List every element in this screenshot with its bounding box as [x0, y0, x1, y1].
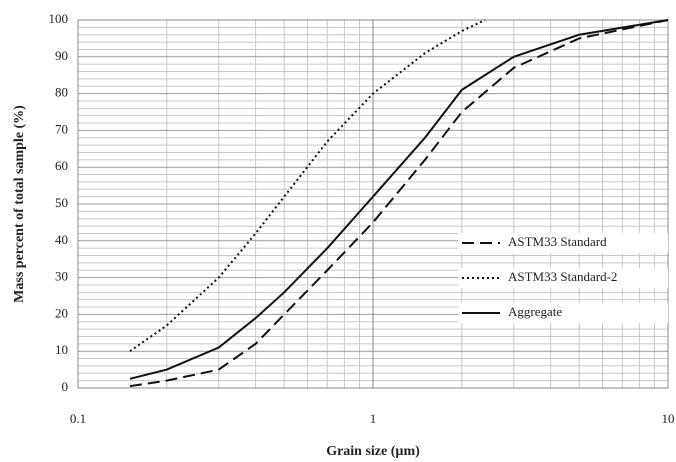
y-tick-label: 40 [55, 232, 68, 247]
legend-bg [458, 303, 668, 323]
legend-bg [458, 268, 668, 288]
y-tick-label: 70 [55, 121, 68, 136]
legend-label: Aggregate [508, 304, 562, 319]
y-tick-label: 100 [49, 11, 69, 26]
x-tick-label: 10 [662, 411, 675, 426]
y-tick-label: 50 [55, 195, 68, 210]
x-tick-label: 1 [370, 411, 377, 426]
series-line [129, 19, 669, 388]
y-tick-label: 10 [55, 342, 68, 357]
plot-frame [77, 19, 669, 389]
y-tick-label: 20 [55, 305, 68, 320]
legend-label: ASTM33 Standard-2 [508, 269, 617, 284]
legend-label: ASTM33 Standard [508, 234, 607, 249]
y-tick-label: 80 [55, 85, 68, 100]
y-axis-title: Mass percent of total sample (%) [12, 105, 27, 303]
y-tick-label: 90 [55, 48, 68, 63]
x-tick-label: 0.1 [70, 411, 86, 426]
y-tick-label: 30 [55, 269, 68, 284]
x-axis-title: Grain size (µm) [326, 444, 420, 459]
legend-bg [458, 233, 668, 253]
series-line [129, 19, 669, 380]
y-tick-label: 0 [62, 379, 69, 394]
series-line [129, 19, 486, 353]
y-tick-label: 60 [55, 158, 68, 173]
